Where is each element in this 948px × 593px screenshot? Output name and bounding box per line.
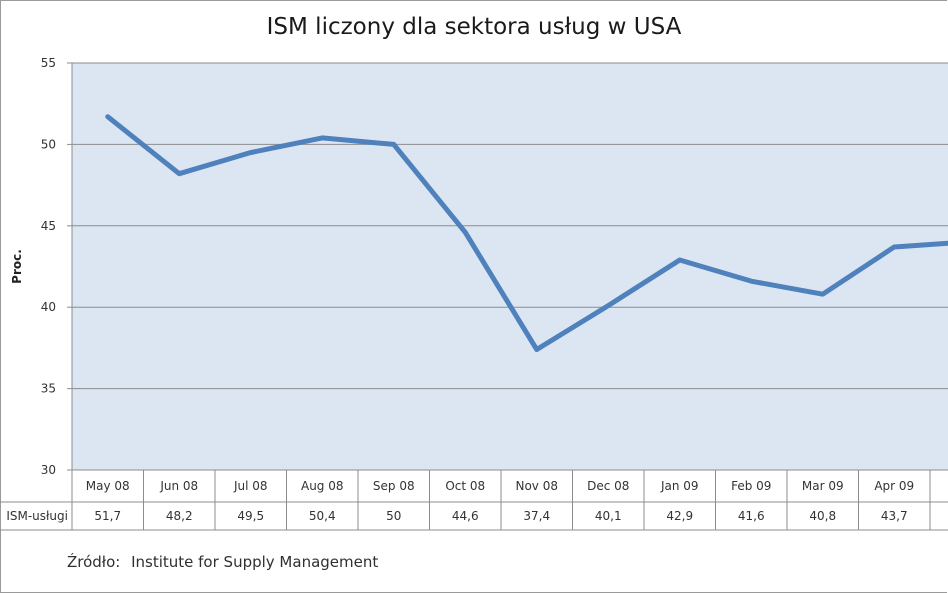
table-value: 50,4 <box>309 509 336 523</box>
plot-area <box>71 62 948 471</box>
x-tick-label: Sep 08 <box>373 479 415 493</box>
table-value: 40,1 <box>595 509 622 523</box>
table-row-label: ISM-usługi <box>6 509 68 523</box>
chart-title: ISM liczony dla sektora usług w USA <box>266 14 682 40</box>
source-label: Źródło: <box>67 553 121 571</box>
table-value: 44,6 <box>452 509 479 523</box>
x-tick-label: Jun 08 <box>159 479 198 493</box>
y-tick-label: 45 <box>41 219 56 233</box>
x-tick-label: Mar 09 <box>802 479 844 493</box>
y-axis-label: Proc. <box>10 249 24 284</box>
y-tick-label: 35 <box>41 382 56 396</box>
table-value: 49,5 <box>237 509 264 523</box>
x-tick-label: Oct 08 <box>445 479 485 493</box>
table-value: 50 <box>386 509 401 523</box>
x-tick-label: Jan 09 <box>660 479 699 493</box>
series-line <box>105 114 948 353</box>
x-tick-label: Dec 08 <box>587 479 629 493</box>
x-tick-label: Apr 09 <box>874 479 914 493</box>
x-tick-label: Feb 09 <box>731 479 771 493</box>
table-value: 37,4 <box>523 509 550 523</box>
y-tick-label: 40 <box>41 300 56 314</box>
y-tick-label: 55 <box>41 56 56 70</box>
table-value: 51,7 <box>94 509 121 523</box>
y-tick-label: 30 <box>41 463 56 477</box>
table-value: 48,2 <box>166 509 193 523</box>
source-text: Institute for Supply Management <box>131 553 379 571</box>
table-value: 43,7 <box>881 509 908 523</box>
y-tick-label: 50 <box>41 137 56 151</box>
table-value: 42,9 <box>666 509 693 523</box>
source-note: Źródło: Institute for Supply Management <box>67 553 384 571</box>
table-value: 40,8 <box>809 509 836 523</box>
x-tick-label: Aug 08 <box>301 479 344 493</box>
x-tick-label: Nov 08 <box>515 479 558 493</box>
table-value: 41,6 <box>738 509 765 523</box>
x-tick-label: Jul 08 <box>233 479 268 493</box>
x-tick-label: May 08 <box>86 479 130 493</box>
